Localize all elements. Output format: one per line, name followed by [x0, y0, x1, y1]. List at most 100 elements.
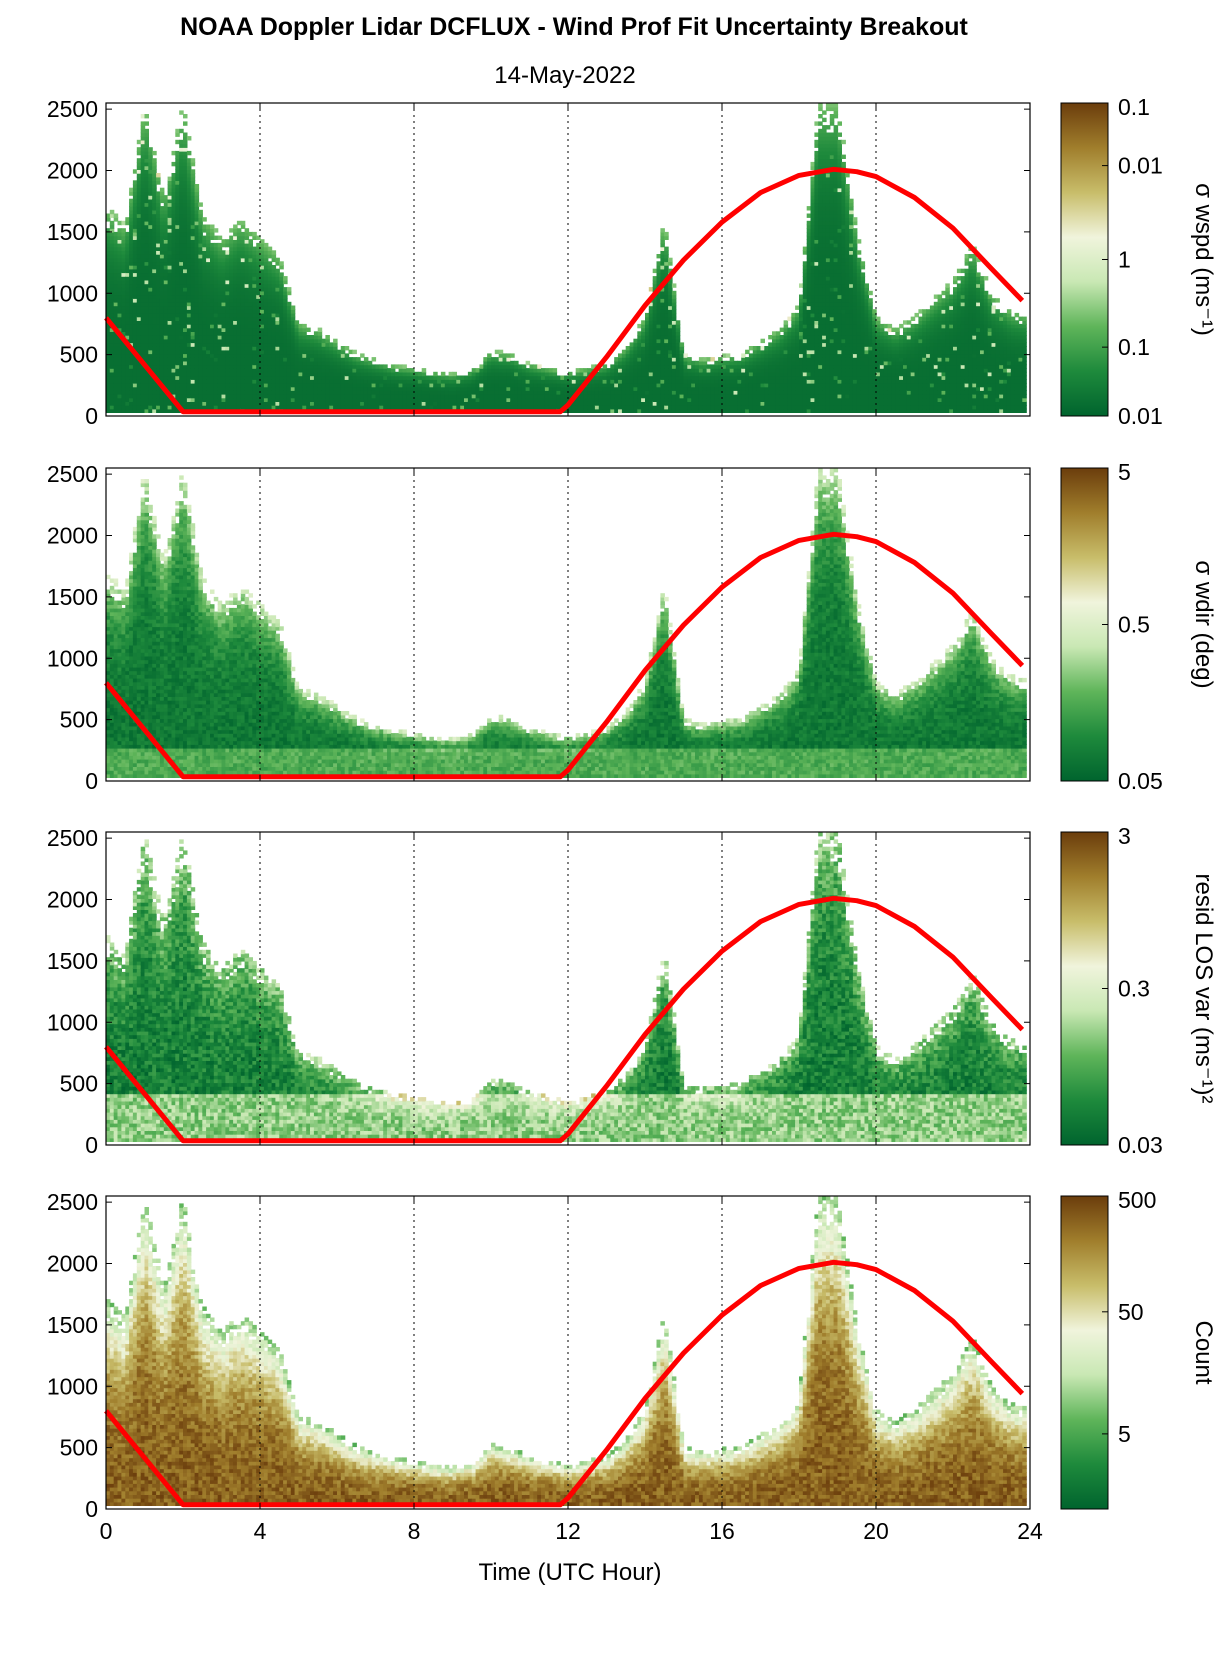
- heatmap-cell: [237, 228, 242, 232]
- heatmap-cell: [133, 169, 138, 173]
- heatmap-cell: [664, 247, 669, 251]
- heatmap-cell: [772, 331, 777, 335]
- heatmap-cell: [137, 140, 142, 144]
- heatmap-cell: [206, 225, 211, 229]
- heatmap-cell: [110, 210, 115, 214]
- heatmap-cell: [464, 376, 469, 380]
- heatmap-cell: [252, 232, 256, 236]
- heatmap-cell: [302, 324, 307, 328]
- heatmap-cell: [133, 180, 138, 184]
- heatmap-cell: [222, 250, 227, 254]
- heatmap-cell: [175, 140, 180, 144]
- heatmap-cell: [287, 302, 292, 306]
- heatmap-cell: [433, 372, 438, 376]
- heatmap-cell: [710, 357, 715, 361]
- heatmap-cell: [160, 188, 165, 192]
- heatmap-cell: [703, 357, 708, 361]
- heatmap-cell: [152, 151, 157, 155]
- heatmap-cell: [518, 364, 523, 368]
- heatmap-cell: [503, 353, 508, 357]
- heatmap-cell: [187, 136, 192, 140]
- heatmap-cell: [318, 328, 323, 332]
- heatmap-cell: [268, 247, 273, 251]
- heatmap-cell: [245, 228, 250, 232]
- heatmap-cell: [687, 357, 692, 361]
- heatmap-cell: [780, 328, 785, 332]
- heatmap-cell: [349, 350, 354, 354]
- heatmap-cell: [761, 339, 766, 343]
- heatmap-cell: [487, 353, 492, 357]
- heatmap-cell: [241, 221, 246, 225]
- heatmap-cell: [272, 250, 277, 254]
- heatmap-cell: [152, 158, 157, 162]
- heatmap-cell: [803, 261, 808, 265]
- heatmap-cell: [118, 228, 123, 232]
- heatmap-cell: [533, 364, 538, 368]
- heatmap-cell: [787, 317, 792, 321]
- heatmap-cell: [229, 228, 234, 232]
- heatmap-cell: [556, 376, 561, 380]
- heatmap-cell: [291, 306, 296, 310]
- heatmap-cell: [695, 361, 700, 365]
- heatmap-cell: [183, 121, 188, 125]
- heatmap-cell: [741, 353, 746, 357]
- heatmap-cell: [175, 129, 180, 133]
- heatmap-cell: [668, 258, 673, 262]
- heatmap-cell: [187, 151, 192, 155]
- heatmap-cell: [726, 353, 731, 357]
- heatmap-cell: [352, 350, 357, 354]
- heatmap-cell: [283, 276, 288, 280]
- heatmap-cell: [795, 313, 800, 317]
- figure-subtitle: 14-May-2022: [494, 62, 635, 89]
- heatmap-cell: [734, 361, 739, 365]
- heatmap-cell: [183, 114, 188, 118]
- heatmap-cell: [268, 261, 273, 265]
- heatmap-cell: [333, 339, 338, 343]
- heatmap-cells-1: [106, 103, 1027, 413]
- heatmap-cell: [214, 236, 219, 240]
- heatmap-cell: [672, 291, 677, 295]
- heatmap-cell: [121, 228, 126, 232]
- heatmap-cell: [387, 368, 392, 372]
- heatmap-cell: [395, 364, 400, 368]
- heatmap-cell: [341, 346, 346, 350]
- heatmap-cell: [295, 320, 300, 324]
- heatmap-cell: [183, 133, 188, 137]
- heatmap-cell: [664, 232, 669, 236]
- heatmap-cell: [195, 184, 200, 188]
- figure-title: NOAA Doppler Lidar DCFLUX - Wind Prof Fi…: [180, 13, 968, 41]
- heatmap-cell: [395, 372, 400, 376]
- heatmap-cell: [260, 239, 265, 243]
- heatmap-cell: [198, 202, 203, 206]
- heatmap-cell: [121, 221, 126, 225]
- heatmap-cell: [222, 239, 227, 243]
- heatmap-cell: [749, 346, 754, 350]
- heatmap-cell: [287, 287, 292, 291]
- heatmap-cell: [587, 368, 592, 372]
- heatmap-cell: [202, 217, 207, 221]
- heatmap-cell: [148, 147, 153, 151]
- heatmap-cell: [680, 342, 685, 346]
- heatmap-cell: [325, 335, 330, 339]
- heatmap-cell: [145, 114, 150, 118]
- heatmap-cell: [237, 221, 242, 225]
- heatmap-cell: [726, 361, 731, 365]
- heatmap-cell: [191, 169, 196, 173]
- heatmap-cell: [580, 368, 585, 372]
- heatmap-cell: [114, 214, 119, 218]
- heatmap-cell: [649, 287, 654, 291]
- heatmap-cell: [526, 368, 531, 372]
- heatmap-cell: [641, 320, 646, 324]
- heatmap-cell: [118, 221, 123, 225]
- heatmap-cell: [198, 210, 203, 214]
- heatmap-cell: [214, 243, 219, 247]
- heatmap-cell: [718, 357, 723, 361]
- heatmap-cell: [441, 372, 446, 376]
- heatmap-cell: [657, 261, 662, 265]
- heatmap-cell: [456, 376, 461, 380]
- heatmap-cell: [618, 353, 623, 357]
- heatmap-cell: [710, 364, 715, 368]
- heatmap-cell: [252, 247, 256, 251]
